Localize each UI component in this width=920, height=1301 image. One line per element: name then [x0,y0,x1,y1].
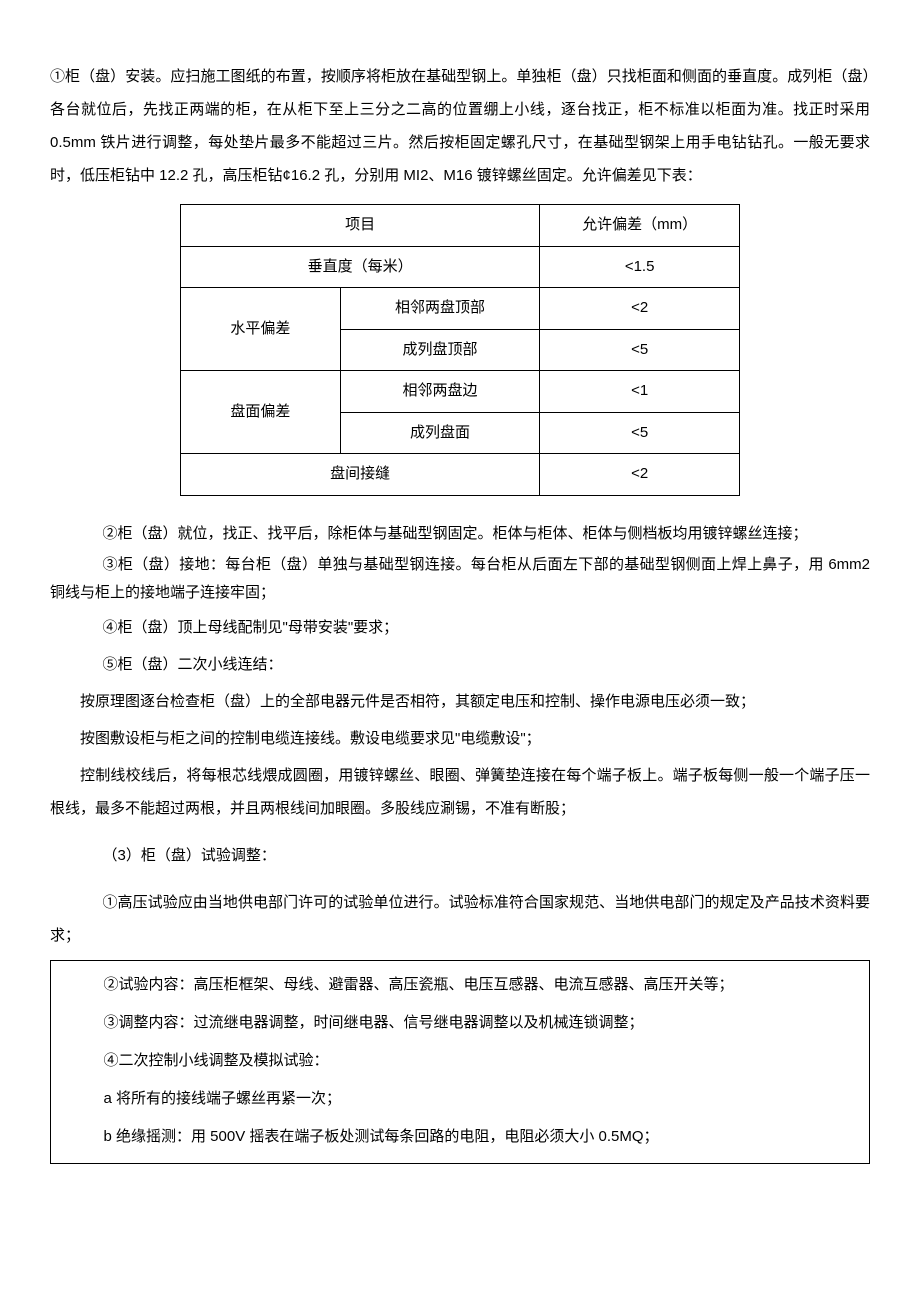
paragraph-6: 按原理图逐台检查柜（盘）上的全部电器元件是否相符，其额定电压和控制、操作电源电压… [50,685,870,718]
cell-sub: 成列盘顶部 [340,329,540,371]
table-row: 盘间接缝 <2 [181,454,740,496]
paragraph-12: ③调整内容：过流继电器调整，时间继电器、信号继电器调整以及机械连锁调整； [51,1005,857,1041]
cell-sub: 相邻两盘边 [340,371,540,413]
cell-sub: 成列盘面 [340,412,540,454]
table-row: 盘面偏差 相邻两盘边 <1 [181,371,740,413]
cell-value: <1.5 [540,246,740,288]
table-row: 垂直度（每米） <1.5 [181,246,740,288]
paragraph-10: ①高压试验应由当地供电部门许可的试验单位进行。试验标准符合国家规范、当地供电部门… [50,886,870,952]
header-tolerance: 允许偏差（mm） [540,205,740,247]
paragraph-5: ⑤柜（盘）二次小线连结： [50,648,870,681]
cell-panel-label: 盘面偏差 [181,371,341,454]
paragraph-8: 控制线校线后，将每根芯线煨成圆圈，用镀锌螺丝、眼圈、弹簧垫连接在每个端子板上。端… [50,759,870,825]
cell-value: <2 [540,288,740,330]
cell-verticality: 垂直度（每米） [181,246,540,288]
cell-horizontal-label: 水平偏差 [181,288,341,371]
paragraph-7: 按图敷设柜与柜之间的控制电缆连接线。敷设电缆要求见"电缆敷设"； [50,722,870,755]
paragraph-13: ④二次控制小线调整及模拟试验： [51,1043,857,1079]
paragraph-11: ②试验内容：高压柜框架、母线、避雷器、高压瓷瓶、电压互感器、电流互感器、高压开关… [51,967,857,1003]
paragraph-9: （3）柜（盘）试验调整： [50,839,870,872]
cell-sub: 相邻两盘顶部 [340,288,540,330]
cell-gap: 盘间接缝 [181,454,540,496]
paragraph-1: ①柜（盘）安装。应扫施工图纸的布置，按顺序将柜放在基础型钢上。单独柜（盘）只找柜… [50,60,870,192]
paragraph-2: ②柜（盘）就位，找正、找平后，除柜体与基础型钢固定。柜体与柜体、柜体与侧档板均用… [50,520,870,548]
cell-value: <1 [540,371,740,413]
cell-value: <2 [540,454,740,496]
cell-value: <5 [540,412,740,454]
cell-value: <5 [540,329,740,371]
table-row: 水平偏差 相邻两盘顶部 <2 [181,288,740,330]
tolerance-table: 项目 允许偏差（mm） 垂直度（每米） <1.5 水平偏差 相邻两盘顶部 <2 … [180,204,740,496]
table-header-row: 项目 允许偏差（mm） [181,205,740,247]
boxed-section: ②试验内容：高压柜框架、母线、避雷器、高压瓷瓶、电压互感器、电流互感器、高压开关… [50,960,870,1164]
header-item: 项目 [181,205,540,247]
paragraph-14: a 将所有的接线端子螺丝再紧一次； [51,1081,857,1117]
paragraph-4: ④柜（盘）顶上母线配制见"母带安装"要求； [50,611,870,644]
paragraph-3: ③柜（盘）接地：每台柜（盘）单独与基础型钢连接。每台柜从后面左下部的基础型钢侧面… [50,551,870,607]
paragraph-15: b 绝缘摇测：用 500V 摇表在端子板处测试每条回路的电阻，电阻必须大小 0.… [51,1119,857,1155]
